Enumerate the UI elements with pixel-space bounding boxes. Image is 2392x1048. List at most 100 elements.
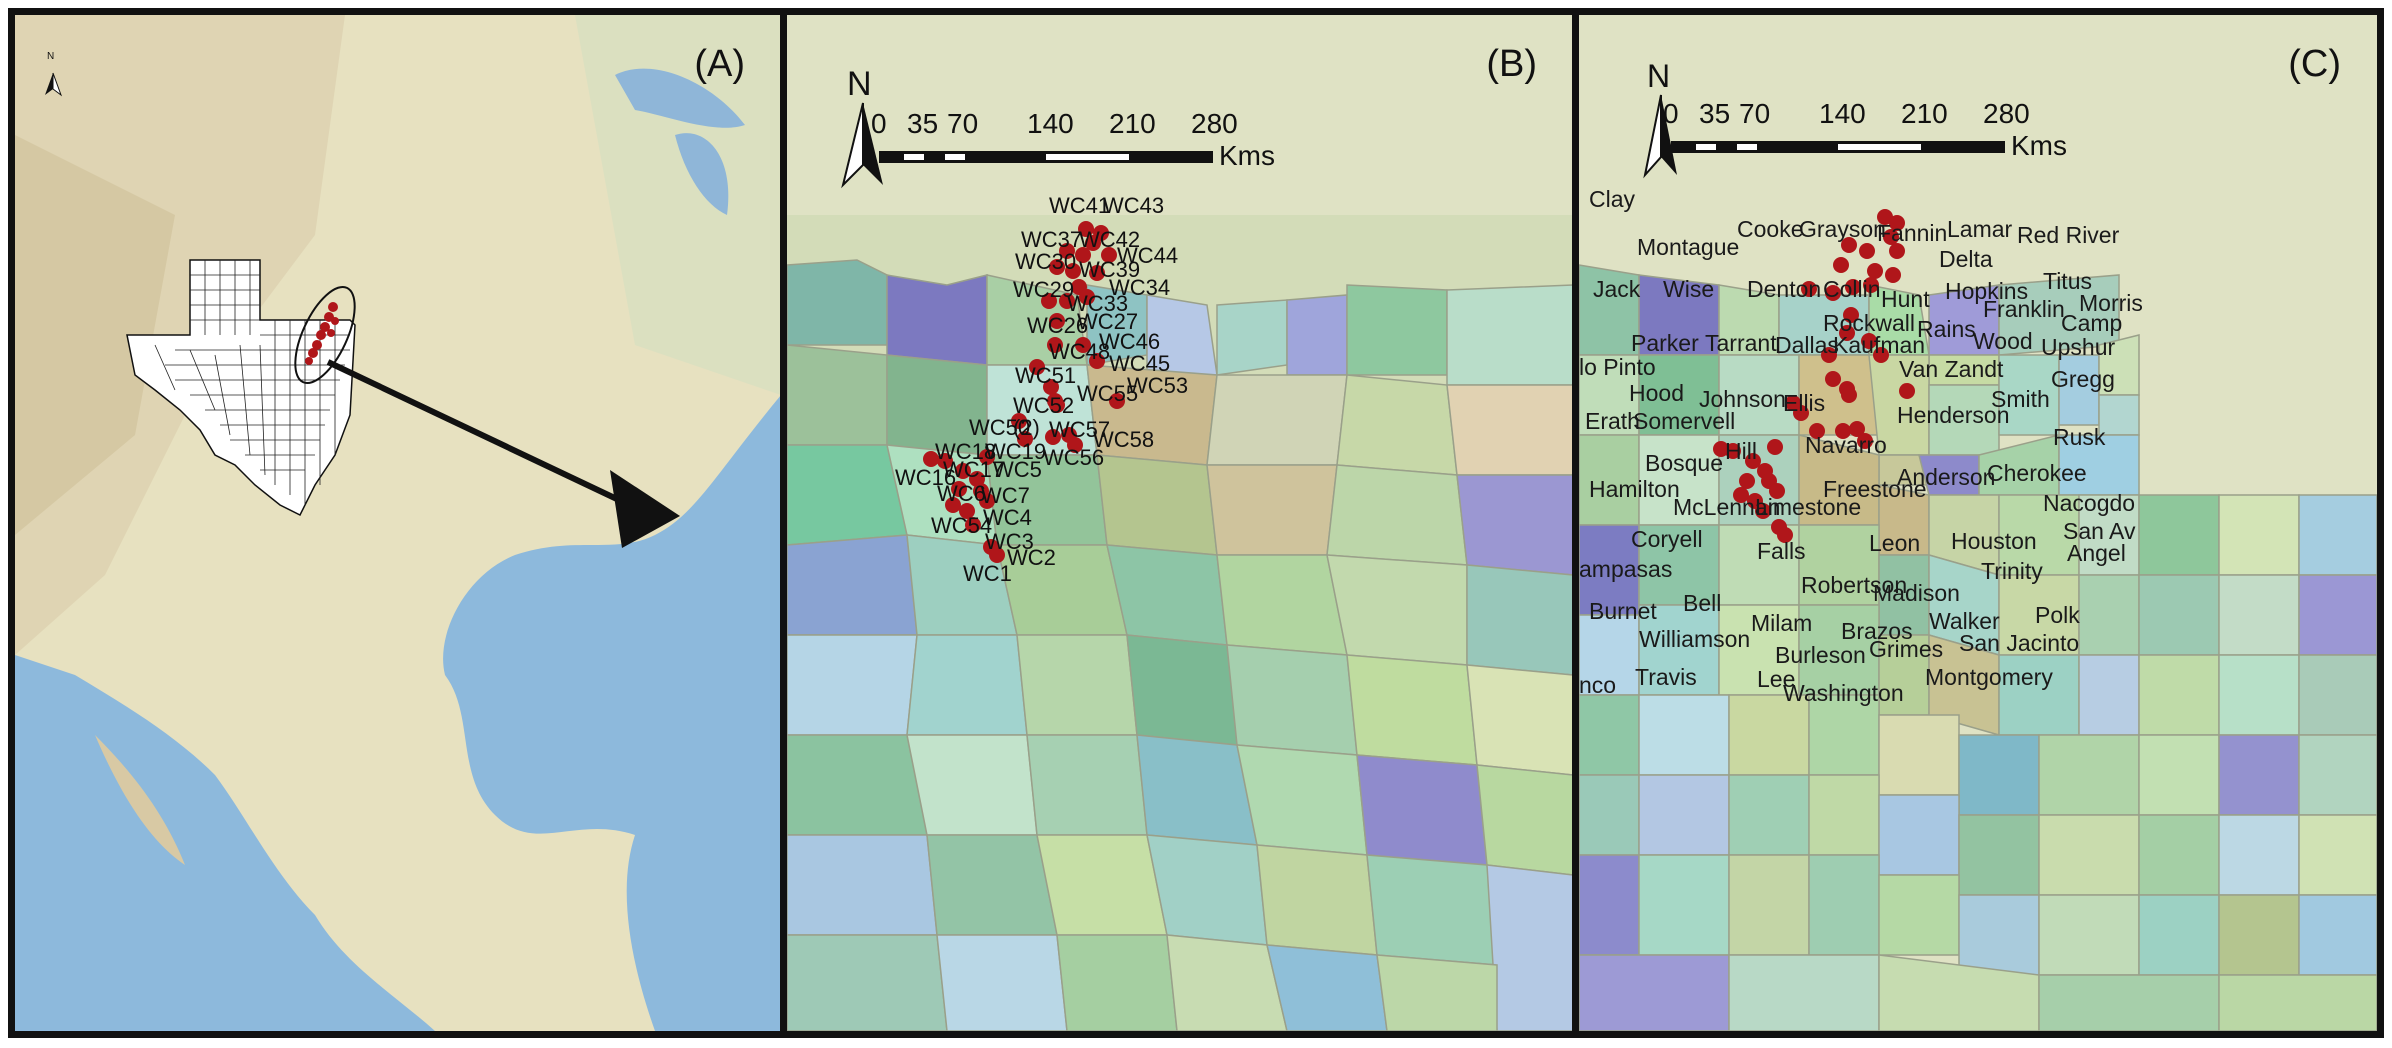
site-wc39: WC39 xyxy=(1079,257,1140,282)
north-arrow-icon: N xyxy=(841,65,883,189)
county-falls: Falls xyxy=(1757,538,1806,564)
county-hamilton: Hamilton xyxy=(1589,476,1680,502)
site-wc54: WC54 xyxy=(931,513,992,538)
county-johnson: Johnson xyxy=(1699,386,1786,412)
north-label: N xyxy=(1647,58,1670,94)
county-parker: Parker xyxy=(1631,330,1699,356)
county-smith: Smith xyxy=(1991,386,2050,412)
scale-tick-210: 210 xyxy=(1109,108,1156,139)
county-kaufman: Kaufman xyxy=(1833,332,1925,358)
scale-tick-35: 35 xyxy=(1699,98,1730,129)
county-burleson: Burleson xyxy=(1775,642,1866,668)
site-wc30: WC30 xyxy=(1015,249,1076,274)
county-travis: Travis xyxy=(1635,664,1697,690)
panel-label-b: (B) xyxy=(1486,43,1537,85)
site-wc1: WC1 xyxy=(963,561,1012,586)
county-wood: Wood xyxy=(1973,328,2033,354)
county-denton: Denton xyxy=(1747,276,1821,302)
county-hopkins: Hopkins xyxy=(1945,278,2028,304)
north-arrow-icon: N xyxy=(45,51,63,97)
scale-tick-280: 280 xyxy=(1191,108,1238,139)
county-jack: Jack xyxy=(1593,276,1641,302)
scale-unit: Kms xyxy=(1219,140,1275,171)
county-burnet: Burnet xyxy=(1589,598,1657,624)
county-rockwall: Rockwall xyxy=(1823,310,1915,336)
county-montague: Montague xyxy=(1637,234,1739,260)
site-wc48: WC48 xyxy=(1049,339,1110,364)
scale-bar: 0 35 70 140 210 280 Kms xyxy=(1663,98,2067,161)
county-franklin: Franklin xyxy=(1983,296,2065,322)
county-rains: Rains xyxy=(1917,316,1976,342)
county-san-jacinto: San Jacinto xyxy=(1959,630,2079,656)
county-lee: Lee xyxy=(1757,666,1795,692)
site-wc7: WC7 xyxy=(981,483,1030,508)
scale-tick-210: 210 xyxy=(1901,98,1948,129)
county-freestone: Freestone xyxy=(1823,476,1927,502)
site-wc43: WC43 xyxy=(1103,193,1164,218)
county-lamar: Lamar xyxy=(1947,216,2013,242)
overview-map-svg: N xyxy=(15,15,781,1031)
county-robertson: Robertson xyxy=(1801,572,1907,598)
site-wc29: WC29 xyxy=(1013,277,1074,302)
county-gregg: Gregg xyxy=(2051,366,2115,392)
county-hood: Hood xyxy=(1629,380,1684,406)
site-wc4: WC4 xyxy=(983,505,1032,530)
county-van-zandt: Van Zandt xyxy=(1899,356,2004,382)
county-cherokee: Cherokee xyxy=(1987,460,2087,486)
panel-label-a: (A) xyxy=(694,43,745,85)
site-wc17: WC17 xyxy=(943,457,1004,482)
county-rusk: Rusk xyxy=(2053,424,2106,450)
panel-c-county-map: N 0 35 70 140 210 280 Kms xyxy=(1572,8,2384,1038)
county-tarrant: Tarrant xyxy=(1705,330,1777,356)
site-wc19: WC19 xyxy=(985,439,1046,464)
panel-label-c: (C) xyxy=(2288,43,2341,85)
scale-tick-35: 35 xyxy=(907,108,938,139)
panel-b-site-map: N 0 35 70 140 210 280 Kms xyxy=(780,8,1580,1038)
county-collin: Collin xyxy=(1823,276,1881,302)
county-walker: Walker xyxy=(1929,608,2000,634)
county-coryell: Coryell xyxy=(1631,526,1703,552)
scale-bar: 0 35 70 140 210 280 Kms xyxy=(871,108,1275,171)
county-morris: Morris xyxy=(2079,290,2143,316)
county-titus: Titus xyxy=(2043,268,2092,294)
site-wc56: WC56 xyxy=(1043,445,1104,470)
scale-unit: Kms xyxy=(2011,130,2067,161)
county-cooke: Cooke xyxy=(1737,216,1803,242)
county-san-augustine: San Av xyxy=(2063,518,2136,544)
county-hill: Hill xyxy=(1725,438,1757,464)
scale-tick-0: 0 xyxy=(1663,98,1679,129)
site-wc46: WC46 xyxy=(1099,329,1160,354)
site-wc45: WC45 xyxy=(1109,351,1170,376)
site-wc34: WC34 xyxy=(1109,275,1170,300)
site-wc27: WC27 xyxy=(1077,309,1138,334)
texas-outline xyxy=(126,259,356,517)
site-wc50: WC50 xyxy=(969,415,1030,440)
site-wc52: WC52 xyxy=(1013,393,1074,418)
county-navarro: Navarro xyxy=(1805,432,1887,458)
county-limestone: Limestone xyxy=(1755,494,1861,520)
site-2: (2) xyxy=(1013,415,1040,440)
county-labels: Clay Montague Cooke Grayson Fannin Lamar… xyxy=(1579,186,2143,706)
panel-a-overview-map: N (A) xyxy=(8,8,788,1038)
scale-tick-280: 280 xyxy=(1983,98,2030,129)
county-hunt: Hunt xyxy=(1881,286,1930,312)
site-wc44: WC44 xyxy=(1117,243,1178,268)
county-washington: Washington xyxy=(1783,680,1904,706)
site-wc5: WC5 xyxy=(993,457,1042,482)
county-red-river: Red River xyxy=(2017,222,2120,248)
scale-tick-140: 140 xyxy=(1819,98,1866,129)
site-wc6: WC6 xyxy=(937,481,986,506)
county-nacogdoches: Nacogdo xyxy=(2043,490,2135,516)
site-wc42: WC42 xyxy=(1079,227,1140,252)
county-ellis: Ellis xyxy=(1783,390,1825,416)
county-upshur: Upshur xyxy=(2041,334,2115,360)
north-label: N xyxy=(47,51,54,62)
county-anderson: Anderson xyxy=(1897,464,1995,490)
site-wc37: WC37 xyxy=(1021,227,1082,252)
county-camp: Camp xyxy=(2061,310,2122,336)
scale-tick-70: 70 xyxy=(1739,98,1770,129)
county-trinity: Trinity xyxy=(1981,558,2043,584)
county-erath: Erath xyxy=(1585,408,1640,434)
site-wc33: WC33 xyxy=(1067,291,1128,316)
scale-tick-140: 140 xyxy=(1027,108,1074,139)
